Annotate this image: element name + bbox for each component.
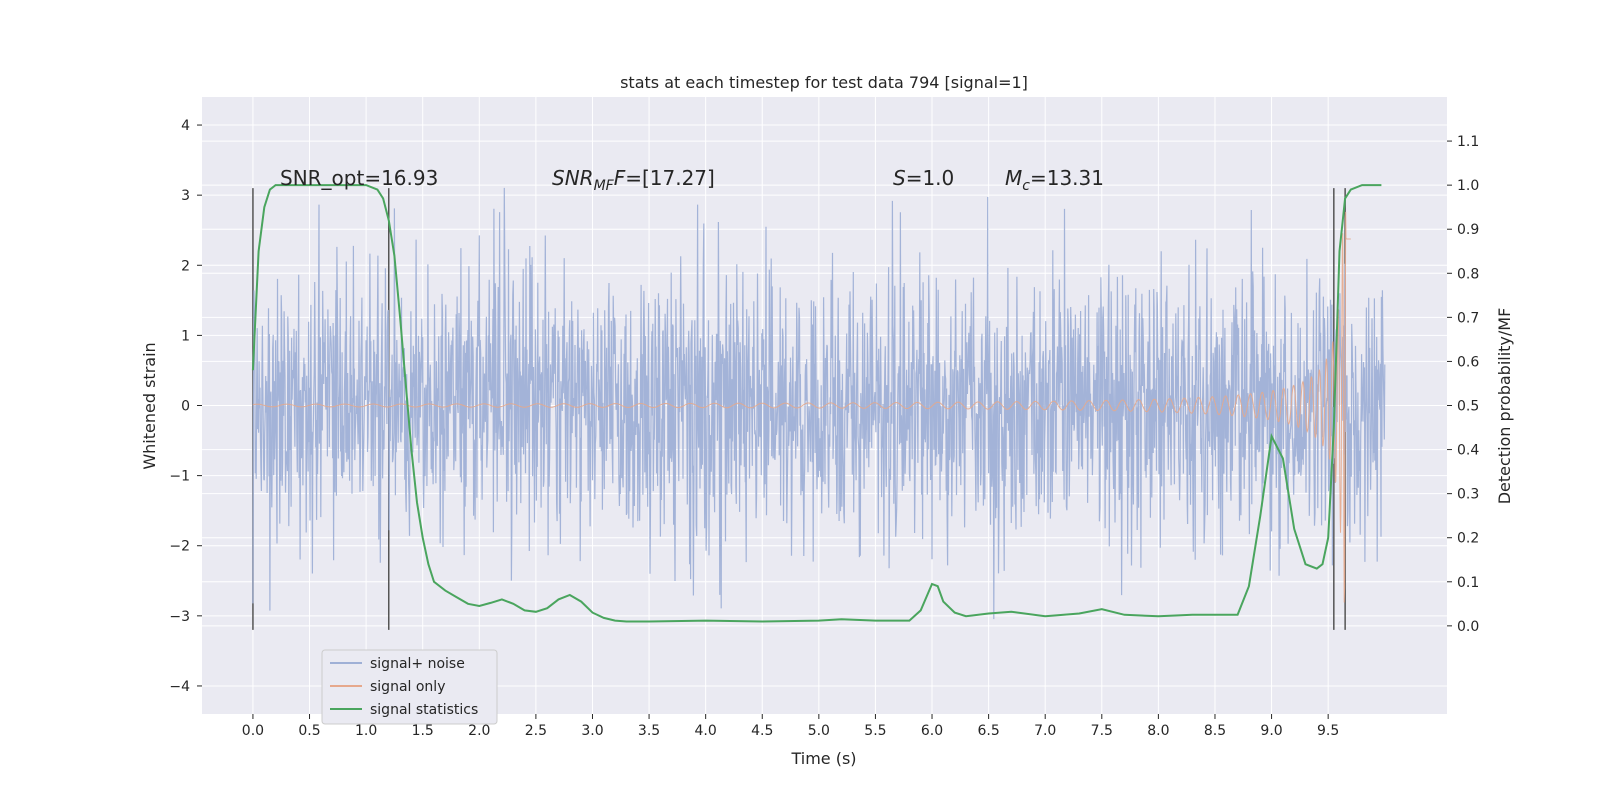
x-tick-label: 8.5 <box>1204 723 1226 739</box>
annotation-snr-mf: SNRMFF=[17.27] <box>552 166 715 194</box>
x-tick-label: 1.0 <box>355 723 377 739</box>
x-tick-label: 0.0 <box>242 723 264 739</box>
y-tick-label: −1 <box>169 469 190 485</box>
y-ticks-right: 0.0 0.1 0.2 0.3 0.4 0.5 0.6 0.7 0.8 0.9 1.0 1.1 <box>1447 134 1479 635</box>
y-axis-label-right: Detection probability/MF <box>1495 308 1514 505</box>
y-axis-label: Whitened strain <box>140 342 159 469</box>
y-right-tick-label: 0.8 <box>1457 266 1479 282</box>
y-ticks-left: −4 −3 −2 −1 0 1 2 3 4 <box>169 118 202 695</box>
y-tick-label: 1 <box>181 328 190 344</box>
y-right-tick-label: 0.7 <box>1457 310 1479 326</box>
y-right-tick-label: 0.4 <box>1457 443 1479 459</box>
stats-line <box>251 184 1382 623</box>
series-signal-noise <box>252 187 1386 620</box>
x-tick-label: 5.5 <box>864 723 886 739</box>
x-tick-label: 0.5 <box>298 723 320 739</box>
noise-line <box>252 187 1386 620</box>
legend-label-stats: signal statistics <box>370 702 478 718</box>
x-tick-label: 5.0 <box>808 723 830 739</box>
y-right-tick-label: 0.0 <box>1457 619 1479 635</box>
y-right-tick-label: 0.1 <box>1457 575 1479 591</box>
annotation-snr-opt: SNR_opt=16.93 <box>280 166 438 190</box>
x-tick-label: 4.0 <box>695 723 717 739</box>
series-signal-only <box>252 211 1351 603</box>
legend: signal+ noise signal only signal statist… <box>321 649 498 725</box>
annotation-mc: Mc=13.31 <box>1005 166 1104 194</box>
x-tick-label: 9.5 <box>1317 723 1339 739</box>
x-tick-label: 2.0 <box>468 723 490 739</box>
y-tick-label: −3 <box>169 609 190 625</box>
x-tick-label: 3.0 <box>581 723 603 739</box>
x-tick-label: 3.5 <box>638 723 660 739</box>
y-tick-label: −2 <box>169 539 190 555</box>
signal-line <box>252 211 1351 603</box>
y-tick-label: 4 <box>181 118 190 134</box>
series-signal-statistics <box>251 184 1382 623</box>
x-axis-label: Time (s) <box>790 749 856 768</box>
y-tick-label: 3 <box>181 188 190 204</box>
x-tick-label: 9.0 <box>1260 723 1282 739</box>
y-tick-label: −4 <box>169 679 190 695</box>
y-tick-label: 0 <box>181 399 190 415</box>
legend-box <box>321 649 498 725</box>
x-tick-label: 6.5 <box>977 723 999 739</box>
x-tick-label: 7.5 <box>1091 723 1113 739</box>
annotation-s: S=1.0 <box>893 166 954 190</box>
x-tick-label: 1.5 <box>412 723 434 739</box>
x-tick-label: 2.5 <box>525 723 547 739</box>
x-ticks: 0.0 0.5 1.0 1.5 2.0 2.5 3.0 3.5 4.0 4.5 5.0 5.5 6.0 6… <box>242 714 1339 739</box>
x-tick-label: 6.0 <box>921 723 943 739</box>
y-right-tick-label: 0.3 <box>1457 487 1479 503</box>
y-right-tick-label: 1.1 <box>1457 134 1479 150</box>
chart-title: stats at each timestep for test data 794… <box>620 73 1028 92</box>
y-right-tick-label: 0.2 <box>1457 531 1479 547</box>
x-tick-label: 8.0 <box>1147 723 1169 739</box>
y-right-tick-label: 1.0 <box>1457 178 1479 194</box>
y-right-tick-label: 0.6 <box>1457 354 1479 370</box>
y-tick-label: 2 <box>181 258 190 274</box>
x-tick-label: 4.5 <box>751 723 773 739</box>
y-right-tick-label: 0.9 <box>1457 222 1479 238</box>
legend-label-signal: signal only <box>370 679 445 695</box>
x-tick-label: 7.0 <box>1034 723 1056 739</box>
y-right-tick-label: 0.5 <box>1457 399 1479 415</box>
legend-label-noise: signal+ noise <box>370 656 465 672</box>
